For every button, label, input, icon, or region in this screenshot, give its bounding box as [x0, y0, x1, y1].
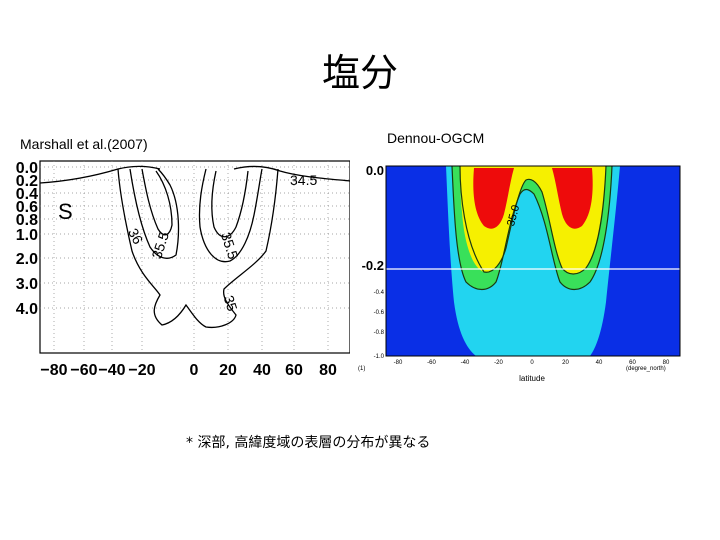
- y-tick-label: 0.6: [16, 199, 38, 216]
- x-tick-label: −60: [70, 362, 97, 377]
- contour-35-5-left: [129, 168, 180, 259]
- x-tick-label: -20: [494, 360, 503, 366]
- contour-34-5-right: [233, 165, 351, 182]
- marshall-x-tick-labels: −80 −60 −40 −20 0 20 40 60 80: [40, 362, 337, 379]
- y-tick-label: 0.0: [16, 160, 38, 177]
- dennou-x-unit: (degree_north): [626, 366, 666, 372]
- x-tick-label: −40: [98, 362, 125, 377]
- x-tick-label: 60: [285, 362, 303, 377]
- dennou-x-axis-label: latitude: [519, 374, 545, 383]
- footnote: * 深部, 高緯度域の表層の分布が異なる: [186, 435, 431, 451]
- x-tick-label: 80: [663, 360, 670, 366]
- contour-35-envelope: [117, 168, 279, 329]
- y-tick-label: 3.0: [16, 276, 38, 293]
- dennou-filled-contours: [386, 166, 680, 356]
- contour-label: 35: [221, 293, 241, 313]
- dennou-plot-svg: 35.0 0.0 -0.2 -0.4 -0.6 -0.8 -1.0 -80 -60 -40 -2…: [354, 152, 688, 385]
- x-tick-label: 20: [219, 362, 237, 377]
- x-tick-label: −80: [40, 362, 67, 377]
- x-tick-label: -40: [461, 360, 470, 366]
- x-tick-label: -60: [427, 360, 436, 366]
- contour-label: 36: [125, 225, 147, 246]
- left-figure-caption: Marshall et al.(2007): [20, 136, 148, 152]
- contour-36-left: [141, 168, 173, 236]
- marshall-contours: [39, 165, 351, 329]
- x-tick-label: 20: [562, 360, 569, 366]
- x-tick-label: 60: [629, 360, 636, 366]
- contour-35-5-right: [198, 168, 263, 263]
- dennou-y-tick-labels: 0.0 -0.2 -0.4 -0.6 -0.8 -1.0: [362, 163, 385, 360]
- marshall-plot-svg: 34.5 36 35.5 35.5 35 S 0.00.20.40.60.81.…: [10, 155, 351, 379]
- dennou-plot-frame: [385, 165, 681, 357]
- marshall-contour-labels: 34.5 36 35.5 35.5 35: [125, 172, 317, 313]
- x-tick-label: −20: [128, 362, 155, 377]
- y-tick-label: -0.4: [374, 290, 385, 296]
- dennou-contour-lines: [451, 166, 613, 291]
- x-tick-label: -80: [394, 360, 403, 366]
- x-tick-label: 0: [530, 360, 534, 366]
- y-tick-label: 1.0: [16, 227, 38, 244]
- right-figure-caption: Dennou-OGCM: [387, 130, 485, 146]
- y-tick-label: -0.8: [374, 330, 385, 336]
- red-region-south: [473, 168, 514, 229]
- x-tick-label: 80: [319, 362, 337, 377]
- x-tick-label: 0: [190, 362, 199, 377]
- y-tick-label: -0.6: [374, 310, 385, 316]
- marshall-y-tick-labels: 0.00.20.40.60.81.0 2.0 3.0 4.0: [16, 160, 38, 318]
- contour-inner-right: [211, 170, 249, 238]
- marshall-grid: [40, 161, 350, 353]
- marshall-contour-plot: 34.5 36 35.5 35.5 35 S 0.0 0.2 0.4 0.6 0.8 1.…: [10, 155, 351, 379]
- y-tick-label: 0.2: [16, 173, 38, 190]
- x-tick-label: 40: [596, 360, 603, 366]
- red-region-north: [552, 168, 593, 229]
- y-tick-label: 0.4: [16, 186, 38, 203]
- slide-title: 塩分: [321, 51, 398, 95]
- dennou-x-tick-labels: -80 -60 -40 -20 0 20 40 60 80: [394, 360, 670, 366]
- y-tick-label: 0.8: [16, 212, 38, 229]
- y-tick-label: -0.2: [362, 258, 384, 273]
- contour-label: 34.5: [290, 172, 317, 188]
- y-tick-label: 2.0: [16, 251, 38, 268]
- panel-letter: S: [58, 199, 73, 224]
- y-tick-label: 0.0: [366, 163, 384, 178]
- dennou-ogcm-plot: 35.0 0.0 -0.2 -0.4 -0.6 -0.8 -1.0 -80 -60 -40 -2…: [354, 152, 688, 385]
- y-tick-label: -1.0: [374, 354, 385, 360]
- x-tick-label: 40: [253, 362, 271, 377]
- dennou-y-unit: (1): [358, 366, 365, 372]
- y-tick-label: 4.0: [16, 301, 38, 318]
- dennou-contour-label: 35.0: [505, 204, 522, 228]
